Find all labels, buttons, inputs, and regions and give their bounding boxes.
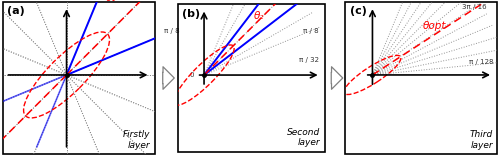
Text: Second
layer: Second layer (288, 128, 320, 147)
Text: 3π / 16: 3π / 16 (462, 4, 486, 10)
Text: θopt: θopt (423, 21, 446, 31)
Text: Firstly
layer: Firstly layer (123, 130, 150, 150)
Text: (c): (c) (350, 6, 366, 16)
FancyArrowPatch shape (331, 67, 343, 89)
Text: 0: 0 (190, 72, 194, 78)
Text: π / 32: π / 32 (299, 57, 319, 63)
Text: θ₂: θ₂ (254, 11, 264, 21)
Text: θ₁: θ₁ (106, 0, 116, 3)
Text: (a): (a) (7, 6, 25, 16)
Text: (b): (b) (182, 9, 200, 19)
Text: π / 8: π / 8 (164, 28, 180, 34)
Text: π / 8: π / 8 (302, 28, 318, 34)
Text: Third
layer: Third layer (470, 130, 493, 150)
FancyArrowPatch shape (162, 67, 174, 89)
Text: π / 128: π / 128 (469, 58, 494, 65)
